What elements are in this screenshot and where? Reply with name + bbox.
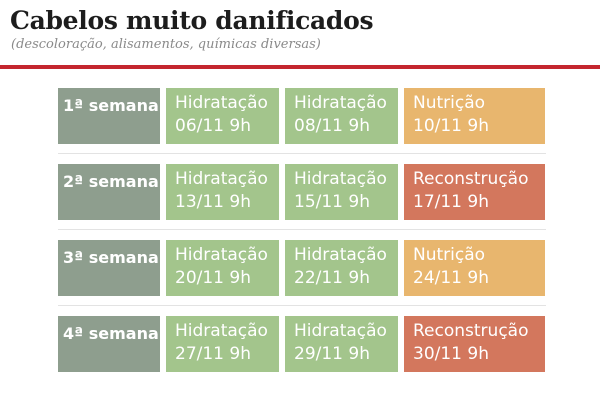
session-treatment: Hidratação bbox=[175, 321, 268, 341]
session-treatment: Hidratação bbox=[294, 93, 387, 113]
week-row-2: 2ª semana Hidratação 13/11 9h Hidratação… bbox=[58, 153, 546, 220]
header-divider bbox=[0, 65, 600, 69]
session-treatment: Nutrição bbox=[413, 245, 486, 265]
session-hidratacao[interactable]: Hidratação 08/11 9h bbox=[285, 88, 398, 144]
session-date: 29/11 9h bbox=[294, 344, 370, 364]
session-hidratacao[interactable]: Hidratação 13/11 9h bbox=[166, 164, 279, 220]
page-subtitle: (descoloração, alisamentos, químicas div… bbox=[11, 37, 321, 52]
week-row-3: 3ª semana Hidratação 20/11 9h Hidratação… bbox=[58, 229, 546, 296]
session-date: 27/11 9h bbox=[175, 344, 251, 364]
session-nutricao[interactable]: Nutrição 10/11 9h bbox=[404, 88, 545, 144]
week-row-4: 4ª semana Hidratação 27/11 9h Hidratação… bbox=[58, 305, 546, 372]
session-date: 17/11 9h bbox=[413, 192, 489, 212]
session-nutricao[interactable]: Nutrição 24/11 9h bbox=[404, 240, 545, 296]
week-row-1: 1ª semana Hidratação 06/11 9h Hidratação… bbox=[58, 88, 546, 144]
session-date: 20/11 9h bbox=[175, 268, 251, 288]
session-treatment: Hidratação bbox=[175, 93, 268, 113]
session-treatment: Hidratação bbox=[294, 245, 387, 265]
session-hidratacao[interactable]: Hidratação 15/11 9h bbox=[285, 164, 398, 220]
session-reconstrucao[interactable]: Reconstrução 30/11 9h bbox=[404, 316, 545, 372]
session-hidratacao[interactable]: Hidratação 06/11 9h bbox=[166, 88, 279, 144]
session-treatment: Reconstrução bbox=[413, 169, 529, 189]
session-hidratacao[interactable]: Hidratação 20/11 9h bbox=[166, 240, 279, 296]
session-treatment: Nutrição bbox=[413, 93, 486, 113]
page-title: Cabelos muito danificados bbox=[10, 6, 374, 35]
session-date: 08/11 9h bbox=[294, 116, 370, 136]
session-hidratacao[interactable]: Hidratação 22/11 9h bbox=[285, 240, 398, 296]
session-date: 22/11 9h bbox=[294, 268, 370, 288]
session-date: 15/11 9h bbox=[294, 192, 370, 212]
session-treatment: Hidratação bbox=[175, 245, 268, 265]
session-hidratacao[interactable]: Hidratação 27/11 9h bbox=[166, 316, 279, 372]
session-date: 06/11 9h bbox=[175, 116, 251, 136]
session-date: 30/11 9h bbox=[413, 344, 489, 364]
week-label: 4ª semana bbox=[58, 316, 160, 372]
session-date: 10/11 9h bbox=[413, 116, 489, 136]
session-reconstrucao[interactable]: Reconstrução 17/11 9h bbox=[404, 164, 545, 220]
session-date: 13/11 9h bbox=[175, 192, 251, 212]
session-hidratacao[interactable]: Hidratação 29/11 9h bbox=[285, 316, 398, 372]
session-treatment: Hidratação bbox=[294, 169, 387, 189]
session-treatment: Hidratação bbox=[294, 321, 387, 341]
session-date: 24/11 9h bbox=[413, 268, 489, 288]
session-treatment: Hidratação bbox=[175, 169, 268, 189]
week-label: 3ª semana bbox=[58, 240, 160, 296]
session-treatment: Reconstrução bbox=[413, 321, 529, 341]
week-label: 1ª semana bbox=[58, 88, 160, 144]
schedule-grid: 1ª semana Hidratação 06/11 9h Hidratação… bbox=[58, 88, 546, 372]
week-label: 2ª semana bbox=[58, 164, 160, 220]
